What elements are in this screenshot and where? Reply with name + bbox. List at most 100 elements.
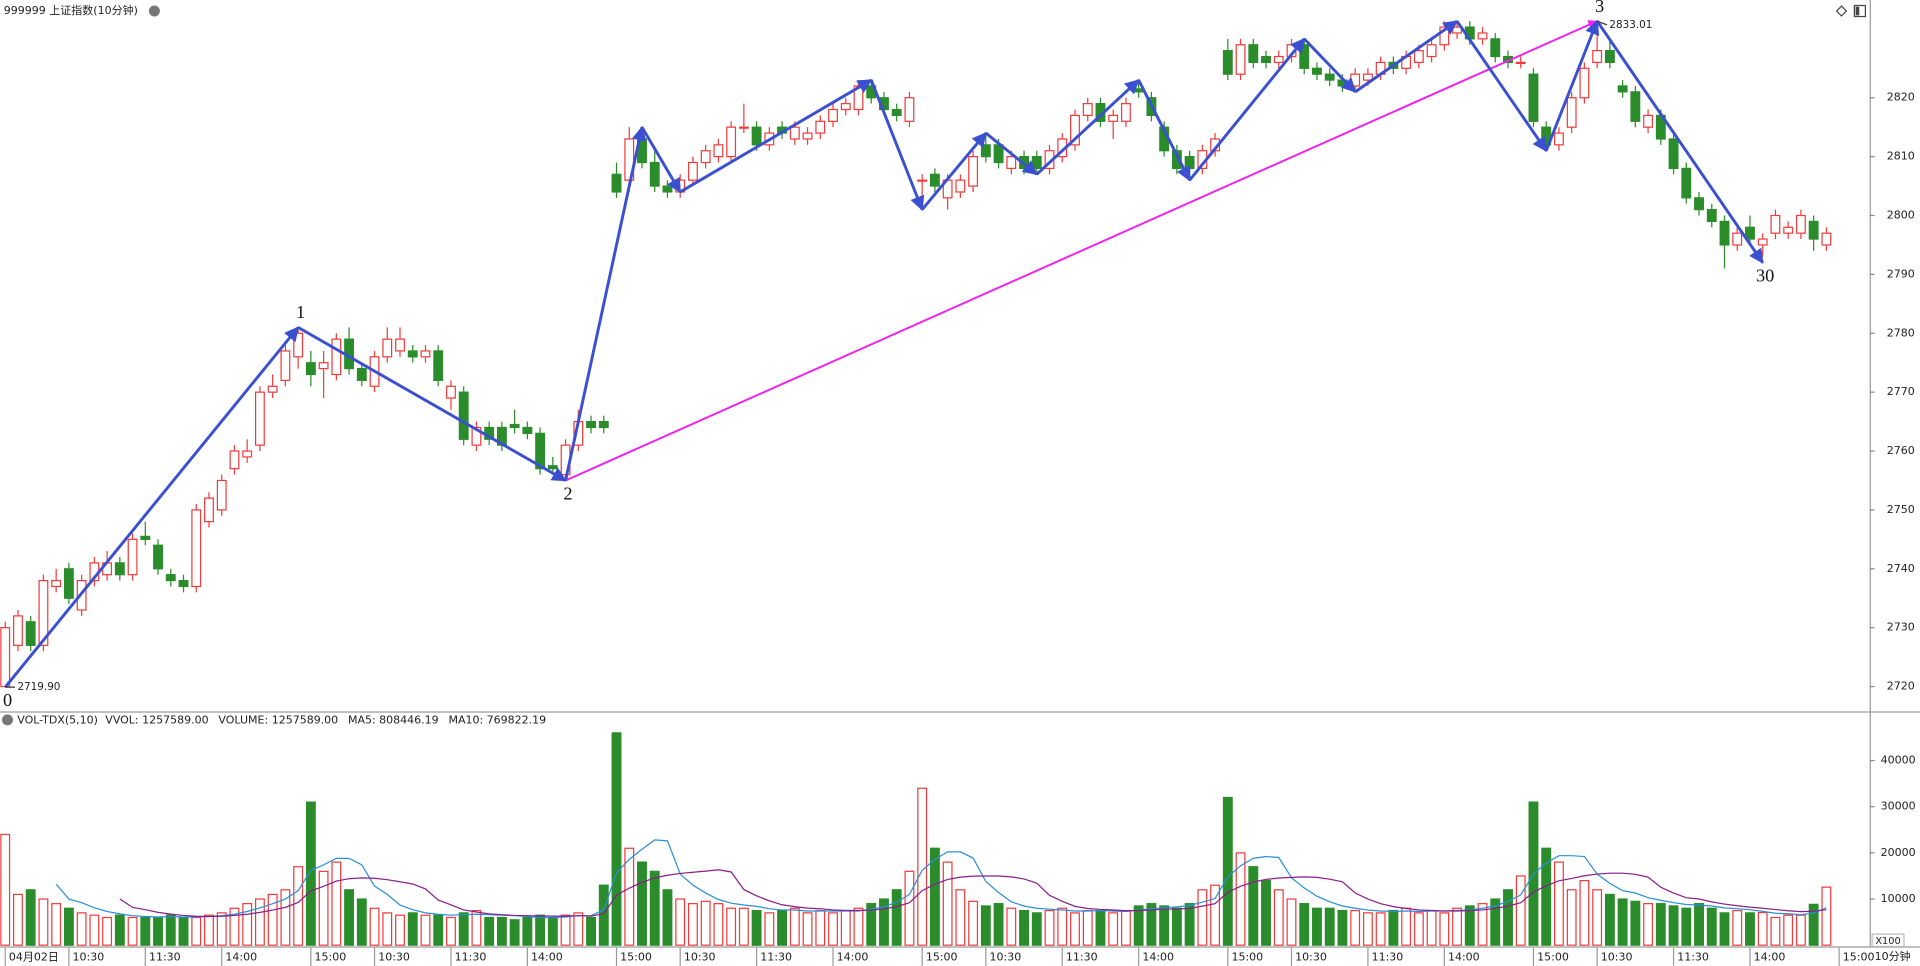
volume-bar xyxy=(1273,889,1284,946)
candle-body xyxy=(229,450,240,470)
candle-body xyxy=(1120,103,1131,122)
volume-bar xyxy=(1108,912,1119,946)
candle-body xyxy=(662,185,673,193)
volume-bar xyxy=(1031,912,1042,946)
volume-bar xyxy=(471,909,482,946)
candle-body xyxy=(1592,50,1603,64)
candle-body xyxy=(891,108,902,117)
volume-bar xyxy=(1324,907,1335,946)
x-tick-label: 14:00 xyxy=(531,950,563,963)
volume-bar xyxy=(1464,905,1475,946)
volume-bar xyxy=(1070,912,1080,946)
volume-bar xyxy=(1668,905,1679,946)
volume-bar xyxy=(726,907,737,946)
volume-bar xyxy=(1350,909,1361,946)
volume-bar xyxy=(535,914,546,946)
volume-bar xyxy=(968,900,979,946)
readout: VVOL: 1257589.00 xyxy=(105,714,208,727)
volume-bar xyxy=(1248,866,1259,946)
candle-body xyxy=(1745,226,1755,240)
y-tick-label: 2780 xyxy=(1887,326,1915,339)
candle-body xyxy=(140,535,151,540)
volume-bar xyxy=(407,912,418,946)
volume-bar xyxy=(382,912,393,946)
ma-line xyxy=(55,839,1827,919)
candle-body xyxy=(153,544,163,570)
wave-segment xyxy=(564,125,647,481)
volume-bar xyxy=(1413,912,1424,946)
chart-title: 999999 上证指数(10分钟) xyxy=(4,3,138,17)
volume-bar xyxy=(1261,879,1271,946)
volume-bar xyxy=(1019,909,1029,946)
volume-bar xyxy=(369,907,380,946)
candle-body xyxy=(1528,73,1539,122)
candle-body xyxy=(509,423,520,429)
candle-body xyxy=(433,350,444,381)
volume-bar xyxy=(687,903,698,946)
volume-bar xyxy=(318,870,329,946)
y-tick-label: 2740 xyxy=(1887,562,1915,575)
candle-body xyxy=(1248,44,1259,64)
volume-bar xyxy=(586,916,596,946)
y-tick-label: 2720 xyxy=(1887,680,1915,693)
indicator-menu-icon[interactable] xyxy=(1,714,13,726)
candle-body xyxy=(1643,114,1654,128)
volume-bar xyxy=(1592,889,1603,946)
volume-bar xyxy=(1643,903,1654,946)
volume-bar xyxy=(955,889,966,946)
y-tick-label: 2790 xyxy=(1887,267,1915,280)
volume-bar xyxy=(1452,907,1462,946)
volume-bar xyxy=(165,914,176,946)
volume-bar xyxy=(917,787,928,946)
volume-bar xyxy=(1795,914,1806,946)
volume-bar xyxy=(522,916,533,946)
candle-body xyxy=(586,420,596,429)
y-tick-label: 30000 xyxy=(1881,800,1916,813)
volume-bar xyxy=(0,833,11,946)
volume-bar xyxy=(1337,909,1348,946)
volume-bar xyxy=(598,884,609,946)
candle-body xyxy=(242,450,253,458)
volume-bar xyxy=(1210,884,1221,946)
volume-bar xyxy=(280,889,291,946)
candle-body xyxy=(25,621,36,646)
diamond-icon[interactable] xyxy=(1835,5,1848,17)
candle-body xyxy=(700,150,711,164)
wave-segment xyxy=(1137,79,1191,182)
candle-body xyxy=(280,350,291,381)
candle-body xyxy=(216,479,227,511)
title-menu-icon[interactable] xyxy=(148,5,160,17)
candle-body xyxy=(267,385,278,393)
volume-bar xyxy=(140,916,151,946)
volume-bar xyxy=(1222,796,1233,946)
volume-bar xyxy=(89,914,100,946)
period-label: 10分钟 xyxy=(1875,949,1911,963)
volume-bar xyxy=(293,866,304,946)
candle-body xyxy=(547,465,558,470)
readout: MA10: 769822.19 xyxy=(448,714,546,727)
candle-body xyxy=(356,367,367,381)
candle-body xyxy=(1719,220,1730,246)
candle-body xyxy=(1133,88,1144,93)
volume-bar xyxy=(1146,903,1157,946)
candle-body xyxy=(904,97,915,122)
candle-body xyxy=(1070,114,1080,146)
candle-body xyxy=(331,338,342,376)
candle-body xyxy=(1362,73,1373,81)
volume-bar xyxy=(1171,907,1182,946)
volume-bar xyxy=(1133,905,1144,946)
x-tick-label: 14:00 xyxy=(225,950,257,963)
candle-body xyxy=(127,538,138,576)
candle-body xyxy=(114,562,125,576)
volume-bar xyxy=(1783,914,1794,946)
volume-bar xyxy=(1503,889,1513,946)
panel-icon[interactable] xyxy=(1853,4,1867,18)
candle-body xyxy=(955,179,966,193)
candle-body xyxy=(1184,156,1195,170)
candle-body xyxy=(611,173,622,193)
volume-bar xyxy=(751,909,762,946)
candle-body xyxy=(51,579,62,588)
volume-bar xyxy=(1719,912,1730,946)
candle-body xyxy=(1515,61,1526,65)
